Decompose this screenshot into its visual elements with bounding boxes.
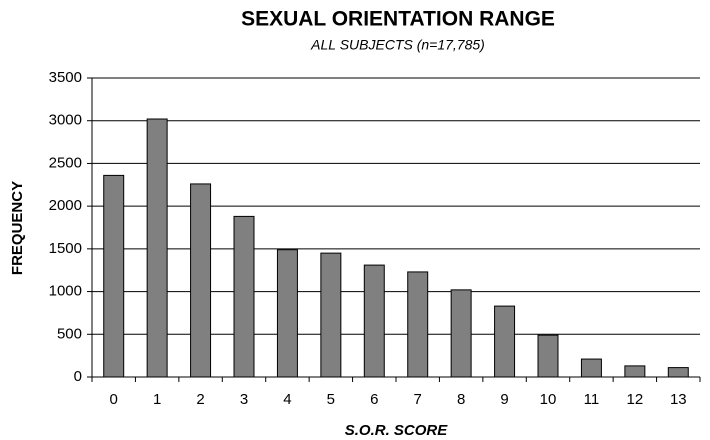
chart-subtitle: ALL SUBJECTS (n=17,785) [310, 37, 485, 53]
bar [320, 252, 342, 378]
bar [624, 365, 646, 378]
bar [667, 367, 689, 378]
x-tick-label: 10 [540, 391, 557, 408]
x-tick-label: 3 [240, 391, 248, 408]
y-tick-label: 1500 [49, 240, 82, 257]
x-tick-label: 11 [584, 391, 600, 408]
y-axis-label: FREQUENCY [9, 181, 26, 275]
bar [494, 305, 516, 378]
bar [407, 271, 429, 378]
bar [190, 183, 212, 378]
y-tick-label: 0 [74, 368, 82, 385]
y-tick-label: 2000 [49, 197, 82, 214]
y-tick-label: 2500 [49, 154, 82, 171]
bar [103, 174, 125, 378]
y-tick-label: 3500 [49, 69, 82, 86]
x-tick-label: 4 [283, 391, 291, 408]
x-tick-label: 0 [110, 391, 118, 408]
bar [450, 289, 472, 378]
y-tick-label: 1000 [49, 283, 82, 300]
chart-title: SEXUAL ORIENTATION RANGE [241, 8, 555, 31]
bar [146, 118, 168, 378]
x-tick-label: 6 [370, 391, 378, 408]
bar [363, 264, 385, 378]
x-tick-label: 5 [327, 391, 335, 408]
x-tick-label: 13 [670, 391, 687, 408]
x-tick-label: 7 [414, 391, 422, 408]
y-tick-label: 3000 [49, 112, 82, 129]
bar [276, 249, 298, 378]
x-tick-label: 2 [196, 391, 204, 408]
x-tick-label: 9 [500, 391, 508, 408]
y-tick-label: 500 [57, 325, 82, 342]
bar [580, 358, 602, 378]
x-tick-label: 1 [153, 391, 161, 408]
bar [537, 334, 559, 378]
x-tick-label: 8 [457, 391, 465, 408]
bar [233, 215, 255, 378]
x-axis-label: S.O.R. SCORE [345, 422, 449, 439]
x-tick-label: 12 [627, 391, 644, 408]
